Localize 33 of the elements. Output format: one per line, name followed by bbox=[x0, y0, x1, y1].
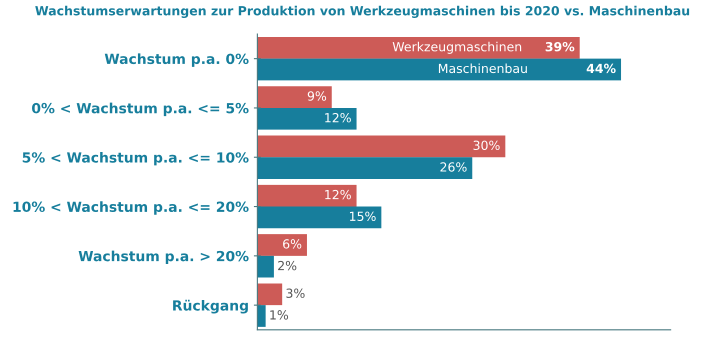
bar bbox=[257, 256, 274, 278]
bar bbox=[257, 36, 580, 59]
bar bbox=[257, 283, 282, 306]
data-label: 1% bbox=[270, 310, 288, 320]
data-label: 3% bbox=[286, 288, 305, 298]
y-tick-label: Wachstum p.a. > 20% bbox=[78, 250, 249, 264]
bar bbox=[257, 136, 506, 158]
data-label: 12% bbox=[325, 190, 351, 200]
bar bbox=[257, 305, 266, 327]
y-tick-label: 0% < Wachstum p.a. <= 5% bbox=[32, 102, 249, 116]
y-tick-label: 10% < Wachstum p.a. <= 20% bbox=[14, 201, 249, 215]
data-label: 26% bbox=[440, 162, 467, 172]
bar bbox=[257, 58, 622, 80]
chart-title: Wachstumserwartungen zur Produktion von Werkzeugmaschinen bis 2020 vs. Maschinenbau bbox=[35, 6, 690, 18]
bar bbox=[257, 206, 382, 228]
bar bbox=[257, 234, 307, 256]
data-label: 44% bbox=[586, 64, 616, 74]
bar bbox=[257, 184, 357, 207]
data-label: 15% bbox=[350, 212, 376, 222]
bar bbox=[257, 157, 472, 179]
data-label: 2% bbox=[278, 260, 296, 270]
data-label: 9% bbox=[308, 91, 326, 101]
y-tick-label: Wachstum p.a. 0% bbox=[104, 53, 249, 67]
series-label: Werkzeugmaschinen bbox=[392, 42, 522, 54]
series-label: Maschinenbau bbox=[438, 63, 527, 74]
bar bbox=[257, 108, 357, 130]
bar bbox=[257, 86, 332, 108]
data-label: 6% bbox=[283, 239, 302, 249]
y-tick-label: Rückgang bbox=[173, 300, 248, 314]
data-label: 39% bbox=[546, 42, 574, 52]
y-tick-label: 5% < Wachstum p.a. <= 10% bbox=[22, 152, 249, 166]
data-label: 12% bbox=[325, 112, 351, 122]
data-label: 30% bbox=[474, 140, 500, 150]
